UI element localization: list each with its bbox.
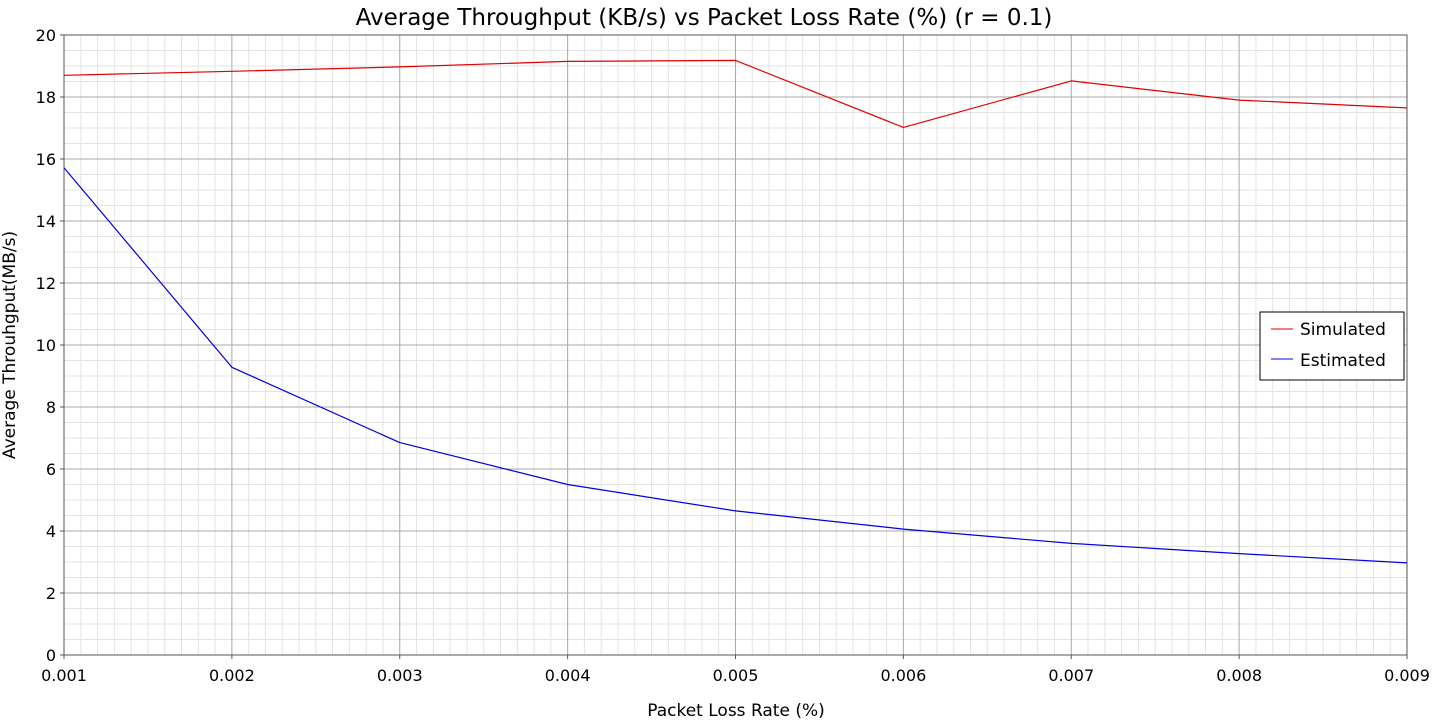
y-tick-label: 2: [46, 584, 56, 603]
y-axis-label: Average Throuhgput(MB/s): [0, 231, 20, 459]
x-tick-label: 0.001: [41, 666, 87, 685]
legend: Simulated Estimated: [1259, 311, 1405, 381]
y-tick-label: 4: [46, 522, 56, 541]
x-tick-label: 0.002: [209, 666, 255, 685]
y-tick-label: 10: [36, 336, 56, 355]
x-tick-label: 0.006: [880, 666, 926, 685]
y-tick-label: 8: [46, 398, 56, 417]
x-tick-label: 0.009: [1384, 666, 1430, 685]
x-axis-ticks: 0.001 0.002 0.003 0.004 0.005 0.006 0.007 0.008…: [41, 655, 1430, 685]
series-layer: [63, 59, 1408, 564]
x-tick-label: 0.004: [545, 666, 591, 685]
x-tick-label: 0.003: [377, 666, 423, 685]
y-tick-label: 18: [36, 88, 56, 107]
x-tick-label: 0.007: [1048, 666, 1094, 685]
x-tick-label: 0.005: [713, 666, 759, 685]
legend-label-simulated: Simulated: [1300, 320, 1386, 340]
series-line-estimated: [63, 167, 1408, 564]
legend-label-estimated: Estimated: [1300, 351, 1386, 371]
y-tick-label: 20: [36, 26, 56, 45]
y-tick-label: 0: [46, 646, 56, 665]
y-tick-label: 6: [46, 460, 56, 479]
x-axis-label: Packet Loss Rate (%): [647, 701, 825, 720]
y-tick-label: 12: [36, 274, 56, 293]
series-line-simulated: [63, 59, 1408, 129]
legend-box: [1259, 311, 1405, 381]
y-tick-label: 14: [36, 212, 56, 231]
chart-title: Average Throughput (KB/s) vs Packet Loss…: [356, 5, 1053, 31]
y-axis-ticks: 0 2 4 6 8 10 12 14 16 18 20: [36, 26, 64, 665]
major-grid: [63, 34, 1408, 656]
x-tick-label: 0.008: [1216, 666, 1262, 685]
y-tick-label: 16: [36, 150, 56, 169]
